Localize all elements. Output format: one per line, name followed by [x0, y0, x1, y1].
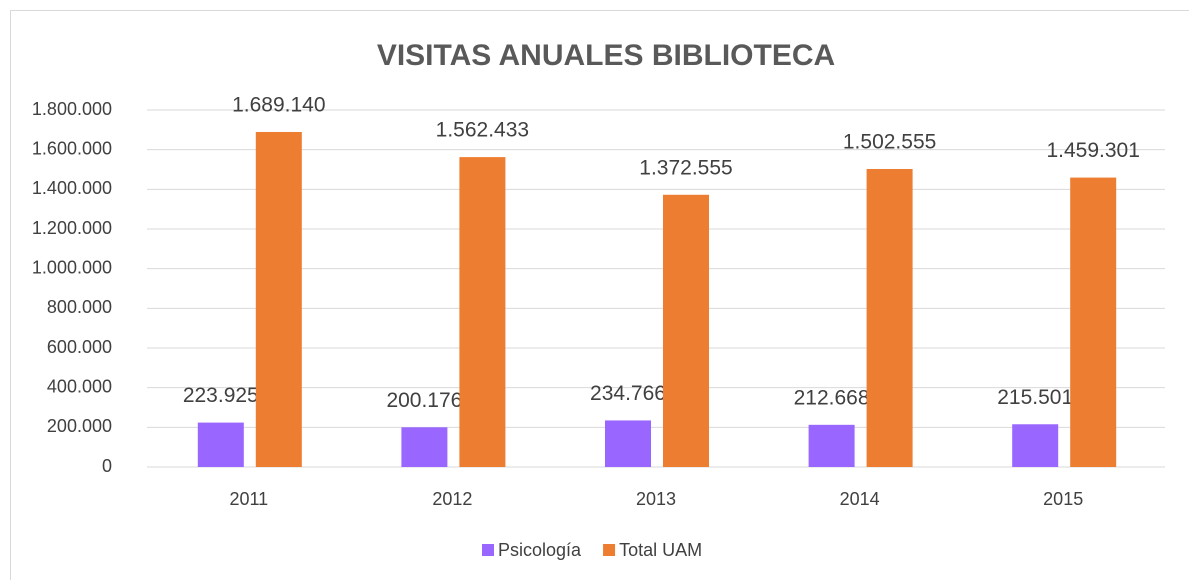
legend-label: Total UAM — [619, 540, 702, 560]
legend-swatch — [482, 544, 494, 556]
y-tick-label: 0 — [102, 456, 112, 476]
data-label: 1.372.555 — [639, 156, 732, 179]
data-label: 1.459.301 — [1046, 139, 1139, 162]
data-label: 234.766 — [590, 382, 666, 405]
legend-swatch — [603, 544, 616, 556]
bar — [401, 427, 448, 467]
x-tick-label: 2015 — [1043, 489, 1083, 509]
y-tick-label: 200.000 — [47, 416, 112, 436]
data-label: 1.502.555 — [843, 131, 936, 154]
y-tick-label: 1.200.000 — [32, 218, 112, 238]
y-tick-label: 1.600.000 — [32, 138, 112, 158]
bar — [459, 157, 506, 467]
x-tick-label: 2011 — [229, 489, 268, 509]
legend-label: Psicología — [498, 540, 582, 560]
x-tick-label: 2012 — [432, 489, 472, 509]
y-tick-label: 1.000.000 — [32, 257, 112, 277]
chart-title: VISITAS ANUALES BIBLIOTECA — [377, 39, 835, 72]
data-label: 223.925 — [183, 384, 259, 407]
bar — [1070, 177, 1117, 468]
bar — [866, 168, 913, 467]
y-tick-label: 800.000 — [47, 297, 112, 317]
y-tick-label: 400.000 — [47, 376, 112, 396]
bar — [808, 424, 855, 467]
y-tick-label: 1.800.000 — [32, 99, 112, 119]
y-tick-label: 600.000 — [47, 337, 112, 357]
x-tick-label: 2014 — [840, 489, 880, 509]
data-label: 1.689.140 — [232, 94, 325, 117]
data-label: 215.501 — [997, 386, 1073, 409]
bar — [1012, 424, 1059, 467]
y-tick-label: 1.400.000 — [32, 178, 112, 198]
chart-frame — [10, 10, 1189, 580]
x-tick-label: 2013 — [636, 489, 676, 509]
bar — [605, 420, 651, 467]
bar — [197, 422, 244, 467]
data-label: 200.176 — [386, 389, 462, 412]
bar — [255, 131, 302, 467]
data-label: 1.562.433 — [436, 119, 529, 142]
data-label: 212.668 — [794, 386, 870, 409]
bar — [663, 194, 709, 467]
